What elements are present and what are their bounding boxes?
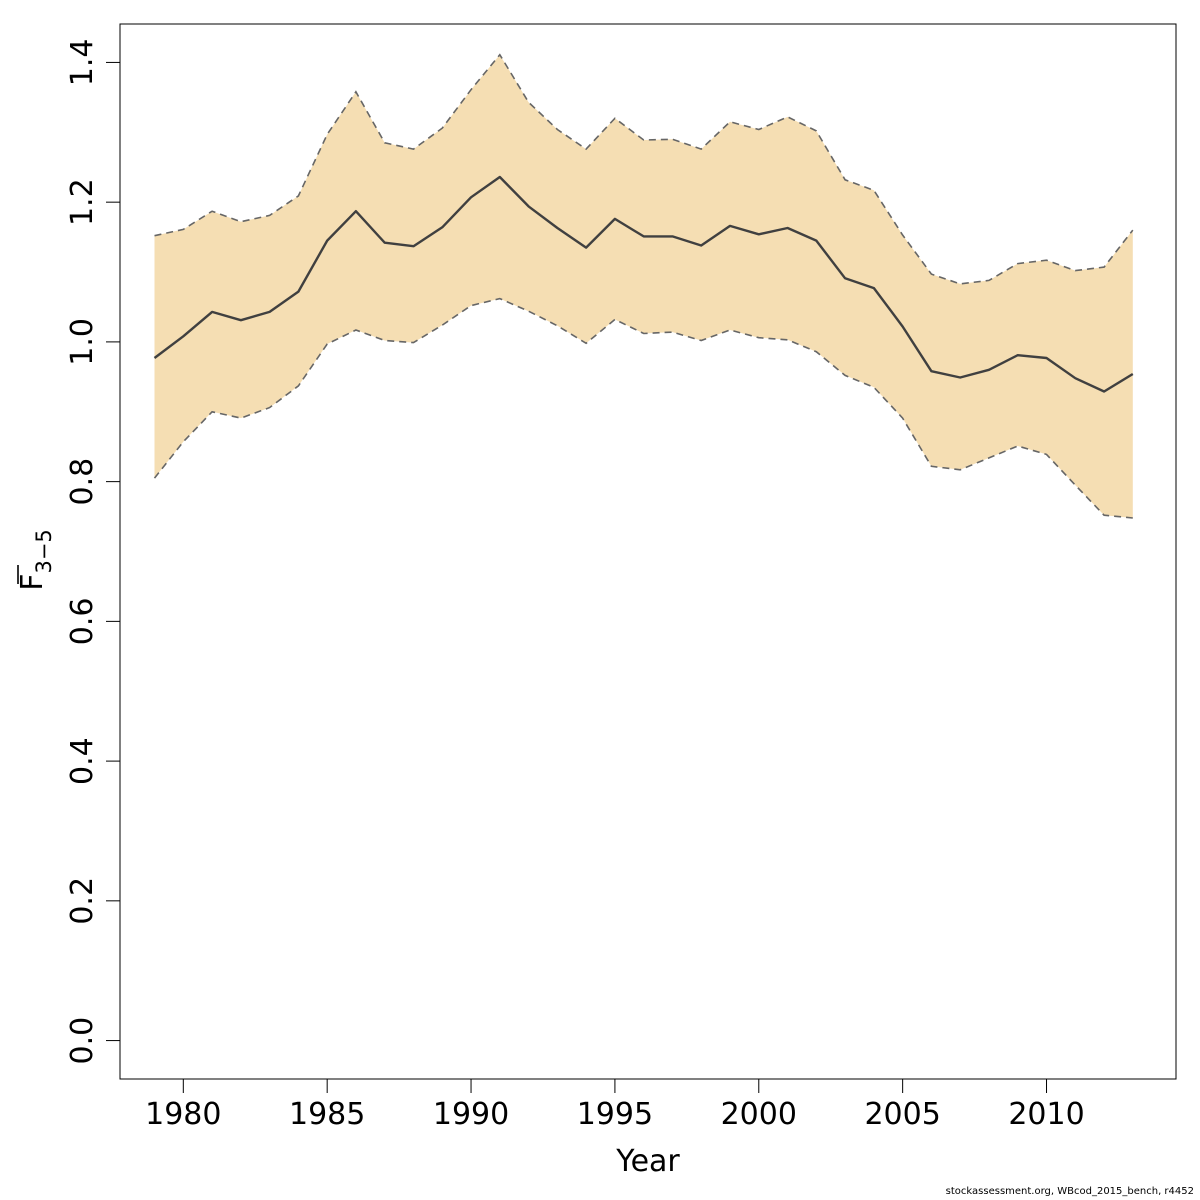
svg-text:F3−5: F3−5 <box>15 529 56 591</box>
x-tick-label-2010: 2010 <box>1008 1097 1084 1132</box>
y-axis-title-main: F <box>15 574 50 591</box>
footer-note: stockassessment.org, WBcod_2015_bench, r… <box>945 1186 1194 1197</box>
x-axis: 1980 1985 1990 1995 2000 2005 2010 <box>145 1078 1085 1132</box>
y-tick-label-5: 1.0 <box>65 318 100 366</box>
y-tick-label-2: 0.4 <box>65 737 100 785</box>
x-tick-label-1985: 1985 <box>289 1097 365 1132</box>
y-tick-label-1: 0.2 <box>65 877 100 925</box>
y-axis: 0.0 0.2 0.4 0.6 0.8 1.0 1.2 1.4 <box>65 39 121 1065</box>
upper-bound-line <box>154 53 1134 285</box>
x-tick-label-2000: 2000 <box>721 1097 797 1132</box>
line-layer <box>153 53 1134 519</box>
x-tick-label-1990: 1990 <box>433 1097 509 1132</box>
x-axis-title: Year <box>615 1144 680 1179</box>
confidence-band <box>154 54 1133 518</box>
y-tick-label-6: 1.2 <box>65 178 100 226</box>
y-tick-label-7: 1.4 <box>65 39 100 87</box>
lower-bound-line <box>153 297 1133 519</box>
y-tick-label-3: 0.6 <box>65 598 100 646</box>
confidence-band-layer <box>154 54 1133 518</box>
y-tick-label-0: 0.0 <box>65 1017 100 1065</box>
x-tick-label-1980: 1980 <box>145 1097 221 1132</box>
y-tick-label-4: 0.8 <box>65 458 100 506</box>
y-axis-title-subscript: 3−5 <box>32 529 56 573</box>
x-tick-label-2005: 2005 <box>864 1097 940 1132</box>
y-axis-title: F3−5 <box>15 529 56 591</box>
x-tick-label-1995: 1995 <box>577 1097 653 1132</box>
